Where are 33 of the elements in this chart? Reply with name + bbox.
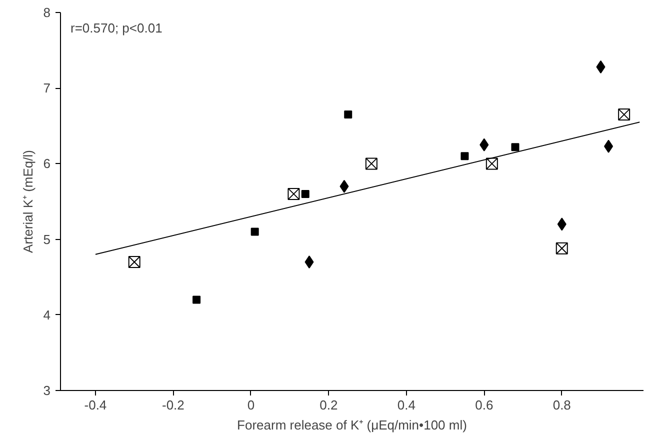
y-tick-label: 7 [43, 80, 51, 96]
x-tick-label: 0.6 [475, 398, 494, 412]
y-tick-label: 3 [43, 383, 51, 398]
point [618, 108, 630, 121]
x-tick-label: 0.8 [552, 398, 571, 412]
point [304, 255, 314, 268]
point [557, 218, 566, 231]
point [604, 140, 614, 153]
point [344, 110, 352, 119]
point [340, 180, 349, 193]
point [128, 256, 140, 268]
x-tick-label: 0 [247, 398, 255, 412]
x-axis-title: Forearm release of K⁺ (μEq/min•100 ml) [237, 418, 467, 432]
annotation: r=0.570; p<0.01 [70, 20, 162, 36]
point [511, 143, 520, 152]
x-tick-label: 0.2 [320, 398, 338, 412]
point [460, 152, 469, 160]
point [596, 60, 606, 74]
point [192, 296, 201, 304]
point [365, 158, 378, 170]
y-tick-label: 4 [43, 307, 51, 322]
point [556, 242, 568, 254]
y-tick-label: 5 [43, 232, 51, 247]
y-tick-label: 6 [43, 156, 51, 172]
point [301, 190, 310, 198]
x-tick-label: 0.4 [397, 398, 416, 412]
y-tick-label: 8 [43, 5, 51, 20]
point [480, 138, 489, 152]
x-tick-label: -0.4 [84, 398, 107, 412]
point [288, 188, 300, 200]
x-tick-label: -0.2 [162, 398, 184, 412]
y-axis-title: Arterial K⁺ (mEq/l) [20, 150, 36, 253]
point [250, 228, 259, 236]
